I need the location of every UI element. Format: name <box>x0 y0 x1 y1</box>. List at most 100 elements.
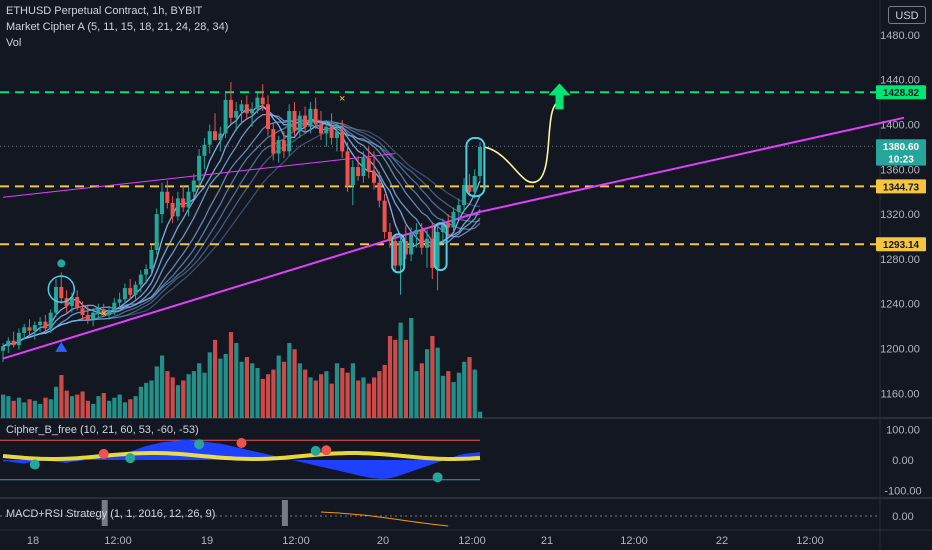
volume-bar <box>456 372 461 418</box>
candle-body <box>213 131 217 141</box>
volume-bar <box>59 375 64 418</box>
ema-ribbon-line <box>2 104 481 347</box>
macd-signal-line <box>320 511 449 527</box>
volume-bar <box>43 397 48 418</box>
candle <box>218 126 223 152</box>
candle <box>133 281 138 300</box>
candle-body <box>446 223 451 228</box>
candle <box>478 142 482 181</box>
candle-body <box>403 241 408 255</box>
candle-body <box>266 104 270 129</box>
price-label-tag <box>876 85 926 100</box>
ema-ribbon-line <box>2 125 481 347</box>
price-label-tag <box>876 139 926 154</box>
candle <box>425 229 429 268</box>
candle-body <box>1 346 5 351</box>
candle-body <box>430 238 435 268</box>
candle-body <box>372 171 376 183</box>
volume-bar <box>54 386 59 418</box>
signal-dot <box>29 459 40 470</box>
volume-bar <box>372 377 377 418</box>
candle-body <box>425 238 429 248</box>
volume-bar <box>425 349 430 418</box>
candle-body <box>165 191 170 203</box>
candle <box>91 308 96 327</box>
volume-legend[interactable]: Vol <box>6 37 22 49</box>
candle-body <box>154 214 159 250</box>
volume-bar <box>197 363 202 418</box>
candle <box>377 171 382 208</box>
cipher-b-tick-label: -100.00 <box>884 485 921 497</box>
volume-bar <box>467 357 472 418</box>
candle <box>403 225 408 259</box>
volume-bar <box>75 394 80 418</box>
price-tick-label: 1400.00 <box>880 120 920 132</box>
volume-bar <box>409 318 414 418</box>
candle <box>387 223 392 248</box>
candle-body <box>149 249 154 270</box>
time-tick-label: 12:00 <box>282 535 310 547</box>
symbol-title: ETHUSD Perpetual Contract, 1h, BYBIT <box>6 5 203 17</box>
candle-body <box>228 99 233 118</box>
volume-bar <box>85 400 90 418</box>
candle <box>75 290 80 311</box>
candle-body <box>472 176 477 192</box>
candle <box>451 207 456 233</box>
candle <box>440 218 445 242</box>
volume-bar <box>308 377 313 418</box>
candle-body <box>218 133 223 141</box>
volume-bar <box>149 380 154 418</box>
price-tick-label: 1200.00 <box>880 344 920 356</box>
volume-bar <box>160 355 165 418</box>
candle-body <box>175 198 180 217</box>
ema-ribbon-line <box>2 118 481 347</box>
candle-body <box>69 297 74 306</box>
candle <box>340 120 345 159</box>
candle <box>181 184 186 212</box>
candle-body <box>361 158 366 177</box>
time-tick-label: 18 <box>27 535 39 547</box>
candle <box>160 182 164 224</box>
candle <box>38 317 43 332</box>
candle <box>144 264 149 284</box>
volume-bar <box>223 353 228 418</box>
volume-bar <box>345 372 350 418</box>
candle <box>271 122 276 161</box>
indicator-legend[interactable]: Market Cipher A (5, 11, 15, 18, 21, 24, … <box>6 21 229 33</box>
price-tick-label: 1240.00 <box>880 299 920 311</box>
volume-bar <box>154 366 159 418</box>
candle-body <box>255 97 260 109</box>
cipher-b-tick-label: 0.00 <box>892 455 913 467</box>
buy-triangle-icon <box>55 341 68 352</box>
volume-bar <box>22 402 27 418</box>
candle <box>197 149 202 188</box>
candle-body <box>451 211 456 228</box>
time-tick-label: 21 <box>541 535 553 547</box>
currency-button[interactable]: USD <box>888 6 926 24</box>
candle-body <box>138 274 143 285</box>
price-label-text: 1293.14 <box>883 240 920 251</box>
volume-bar <box>213 339 218 418</box>
volume-bar <box>48 399 53 418</box>
candle-body <box>191 180 196 192</box>
cipher-b-legend[interactable]: Cipher_B_free (10, 21, 60, 53, -60, -53) <box>6 424 199 436</box>
macd-legend[interactable]: MACD+RSI Strategy (1, 1, 2016, 12, 26, 9… <box>6 508 216 520</box>
volume-bar <box>329 383 334 418</box>
candle <box>138 270 143 293</box>
volume-bar <box>382 364 387 418</box>
candle-body <box>324 126 329 134</box>
volume-bar <box>6 396 11 418</box>
candle <box>27 319 32 337</box>
candle <box>372 151 376 190</box>
volume-bar <box>1 394 6 418</box>
volume-bar <box>313 380 318 418</box>
price-label-text: 1344.73 <box>883 182 920 193</box>
candle-body <box>27 327 32 331</box>
volume-bar <box>38 403 43 418</box>
candle-body <box>329 126 334 138</box>
candle-body <box>170 202 175 217</box>
candle-body <box>16 332 21 346</box>
volume-bar <box>107 400 112 418</box>
candle-body <box>350 167 355 185</box>
